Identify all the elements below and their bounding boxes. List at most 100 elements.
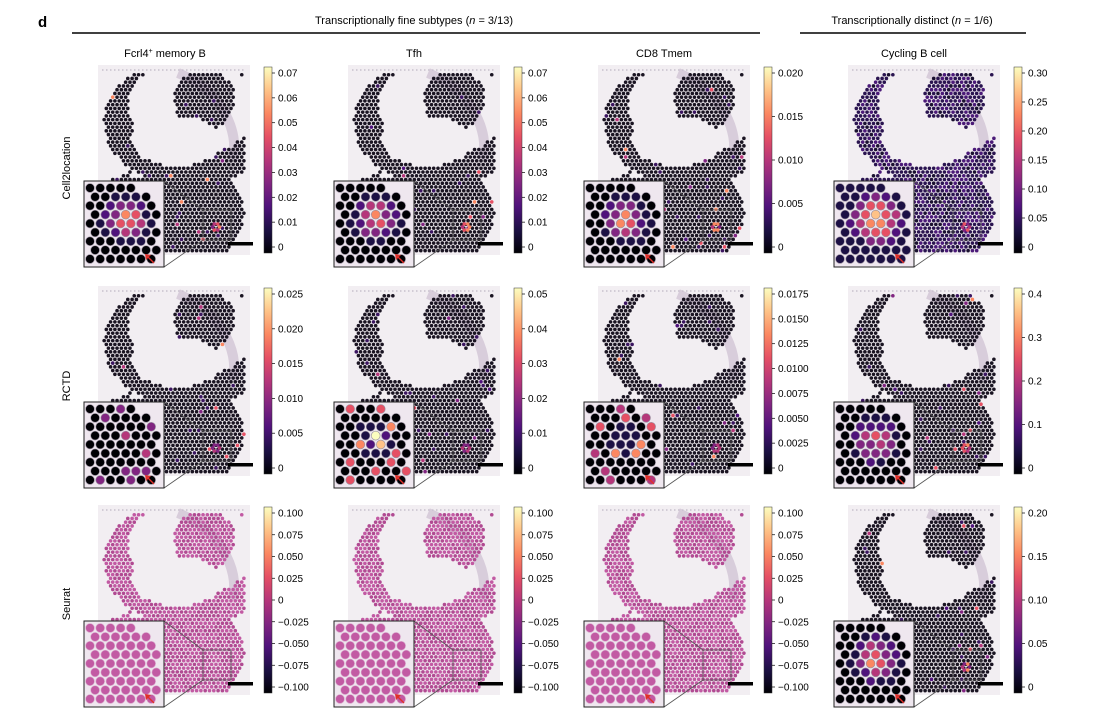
tissue-spot bbox=[860, 132, 865, 137]
tissue-spot bbox=[209, 230, 214, 234]
tissue-spot bbox=[455, 230, 460, 234]
tissue-spot bbox=[194, 218, 199, 223]
inset-spot bbox=[115, 218, 126, 229]
tissue-spot bbox=[121, 320, 126, 324]
tissue-spot bbox=[610, 117, 615, 122]
tissue-spot bbox=[949, 226, 953, 230]
tissue-spot bbox=[143, 394, 147, 399]
tissue-spot bbox=[944, 196, 949, 200]
tissue-spot bbox=[209, 323, 214, 328]
tissue-spot bbox=[115, 398, 119, 403]
tissue-spot bbox=[712, 99, 716, 103]
tissue-spot bbox=[679, 230, 684, 234]
inset-spot bbox=[401, 245, 411, 255]
tissue-spot bbox=[229, 99, 233, 103]
tissue-spot bbox=[474, 158, 479, 163]
tissue-spot bbox=[414, 241, 419, 245]
tissue-spot bbox=[873, 117, 878, 122]
tissue-spot bbox=[739, 162, 744, 167]
tissue-spot bbox=[718, 155, 723, 159]
tissue-spot bbox=[380, 151, 384, 156]
tissue-spot bbox=[429, 95, 434, 99]
tissue-spot bbox=[455, 95, 460, 99]
tissue-spot bbox=[953, 196, 957, 200]
tissue-spot bbox=[468, 102, 473, 107]
tissue-spot bbox=[199, 114, 203, 118]
tissue-spot bbox=[222, 110, 227, 114]
tissue-spot bbox=[371, 136, 376, 141]
tissue-spot bbox=[977, 147, 981, 152]
tissue-spot bbox=[194, 394, 199, 399]
tissue-spot bbox=[681, 76, 686, 81]
tissue-spot bbox=[962, 99, 966, 103]
tissue-spot bbox=[196, 245, 201, 249]
tissue-spot bbox=[115, 140, 119, 144]
tissue-spot bbox=[858, 106, 863, 111]
tissue-spot bbox=[696, 87, 701, 92]
tissue-spot bbox=[675, 177, 680, 182]
tissue-spot bbox=[434, 95, 438, 99]
tissue-spot bbox=[613, 106, 617, 111]
tissue-spot bbox=[239, 361, 244, 365]
tissue-spot bbox=[239, 140, 244, 144]
tissue-spot bbox=[992, 211, 996, 215]
tissue-spot bbox=[914, 241, 919, 245]
tissue-spot bbox=[115, 316, 119, 320]
tissue-spot bbox=[718, 207, 723, 212]
tissue-spot bbox=[925, 102, 930, 107]
tissue-spot bbox=[184, 200, 188, 204]
tissue-spot bbox=[397, 158, 402, 163]
tissue-spot bbox=[119, 398, 124, 403]
tissue-spot bbox=[181, 335, 186, 339]
tissue-spot bbox=[623, 140, 628, 144]
tissue-spot bbox=[951, 162, 955, 167]
tissue-spot bbox=[239, 222, 244, 227]
tissue-spot bbox=[876, 91, 880, 96]
tissue-spot bbox=[216, 151, 220, 156]
tissue-spot bbox=[692, 87, 697, 92]
tissue-spot bbox=[173, 99, 177, 103]
tissue-spot bbox=[468, 230, 473, 234]
tissue-spot bbox=[953, 226, 957, 230]
tissue-spot bbox=[354, 121, 359, 126]
tissue-spot bbox=[863, 151, 867, 156]
tissue-spot bbox=[227, 301, 231, 306]
tissue-spot bbox=[179, 398, 184, 403]
tissue-spot bbox=[177, 320, 182, 324]
tissue-spot bbox=[953, 106, 957, 111]
tissue-spot bbox=[470, 106, 475, 111]
tissue-spot bbox=[686, 218, 690, 223]
tissue-spot bbox=[224, 84, 229, 88]
tissue-spot bbox=[869, 125, 874, 129]
tissue-spot bbox=[466, 106, 470, 111]
hotspot-spot bbox=[212, 228, 217, 232]
tissue-spot bbox=[962, 158, 966, 163]
tissue-spot bbox=[464, 162, 468, 167]
tissue-spot bbox=[891, 162, 895, 167]
tissue-spot bbox=[964, 95, 968, 99]
tissue-spot bbox=[957, 76, 962, 81]
tissue-spot bbox=[436, 84, 440, 88]
tissue-spot bbox=[104, 342, 109, 347]
tissue-spot bbox=[481, 200, 485, 204]
tissue-spot bbox=[705, 162, 710, 167]
tissue-spot bbox=[727, 80, 731, 85]
tissue-spot bbox=[235, 147, 240, 152]
inset-spots bbox=[585, 183, 661, 264]
inset-spot bbox=[605, 236, 616, 246]
tissue-spot bbox=[677, 181, 682, 186]
tissue-spot bbox=[869, 95, 874, 99]
tissue-spot bbox=[166, 192, 171, 197]
tissue-spot bbox=[115, 323, 119, 328]
tissue-spot bbox=[113, 350, 117, 354]
tissue-spot bbox=[972, 170, 977, 174]
tissue-spot bbox=[233, 233, 238, 238]
tissue-spot bbox=[451, 170, 455, 174]
tissue-spot bbox=[203, 196, 207, 200]
tissue-spot bbox=[664, 218, 669, 223]
tissue-spot bbox=[703, 196, 707, 200]
tissue-spot bbox=[141, 72, 145, 77]
tissue-spot bbox=[442, 110, 447, 114]
tissue-spot bbox=[604, 114, 609, 118]
tissue-spot bbox=[485, 207, 490, 212]
